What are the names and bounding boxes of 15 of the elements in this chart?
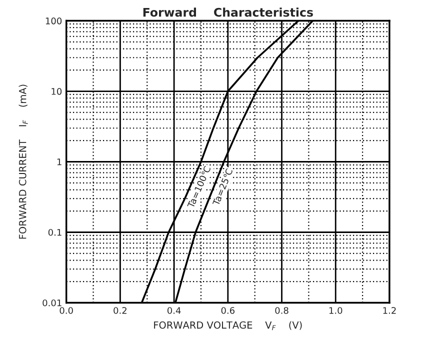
x-tick-label: 0.2 (114, 307, 126, 314)
y-tick-label: 0.01 (42, 299, 62, 306)
x-tick-label: 0.8 (275, 307, 288, 314)
x-tick-label: 0.4 (167, 307, 181, 314)
text: FORWARD VOLTAGE V$_{F}$ (V) (154, 321, 302, 330)
x-tick-label: 0.0 (60, 307, 73, 314)
y-tick-label: 100 (46, 17, 62, 24)
x-tick-label: 1.2 (383, 307, 396, 314)
y-tick-label: 10 (52, 88, 62, 95)
chart-title: Forward Characteristics (143, 8, 313, 17)
y-tick-label: 1 (57, 158, 62, 166)
text: FORWARD CURRENT I$_{F}$ (mA) (18, 84, 28, 239)
y-tick-label: 0.1 (48, 228, 62, 236)
x-tick-label: 1.0 (329, 307, 342, 314)
x-tick-label: 0.6 (221, 307, 235, 314)
